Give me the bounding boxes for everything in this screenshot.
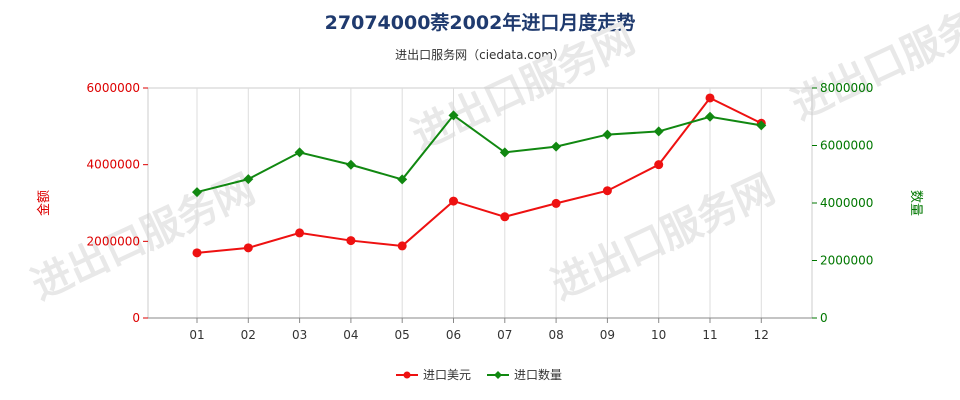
x-tick-label: 05 xyxy=(395,328,410,342)
watermark-text: 进出口服务网 xyxy=(784,0,960,129)
data-point-import-usd xyxy=(602,186,612,196)
data-point-import-quantity xyxy=(294,147,305,158)
right-axis-title: 数量 xyxy=(908,190,923,216)
watermark-text: 进出口服务网 xyxy=(544,165,781,309)
data-point-import-quantity xyxy=(653,126,664,137)
axes: 01 02 03 04 05 06 07 08 09 10 11 12 0 2000000 4000000 6… xyxy=(36,81,923,342)
x-tick-label: 11 xyxy=(702,328,717,342)
watermark-text: 进出口服务网 xyxy=(24,165,261,309)
data-point-import-usd xyxy=(243,243,253,253)
x-tick-label: 12 xyxy=(754,328,769,342)
data-point-import-usd xyxy=(551,198,561,208)
x-tick-label: 04 xyxy=(343,328,358,342)
left-tick-label: 2000000 xyxy=(87,234,140,248)
data-point-import-usd xyxy=(449,196,458,206)
chart-title: 27074000萘2002年进口月度走势 xyxy=(324,12,636,34)
left-tick-label: 6000000 xyxy=(87,81,140,95)
data-point-import-usd xyxy=(192,248,202,258)
data-point-import-quantity xyxy=(192,187,202,198)
series-line-import-quantity xyxy=(196,113,762,194)
x-tick-label: 10 xyxy=(651,328,666,342)
x-tick-label: 07 xyxy=(497,328,512,342)
chart-subtitle: 进出口服务网（ciedata.com） xyxy=(395,48,565,62)
x-tick-label: 06 xyxy=(446,328,461,342)
data-point-import-usd xyxy=(346,236,356,246)
x-tick-label: 08 xyxy=(548,328,563,342)
left-tick-label: 0 xyxy=(132,311,140,325)
data-point-import-usd xyxy=(654,160,664,170)
x-tick-label: 02 xyxy=(241,328,256,342)
data-point-import-usd xyxy=(705,93,715,103)
legend: 进口美元 进口数量 xyxy=(396,367,562,382)
data-point-import-quantity xyxy=(602,129,613,140)
data-point-import-quantity xyxy=(448,110,459,121)
data-point-import-quantity xyxy=(551,141,562,152)
left-axis-title: 金额 xyxy=(36,190,52,216)
legend-marker-import-quantity xyxy=(494,371,502,379)
data-point-import-quantity xyxy=(243,174,254,185)
legend-marker-import-usd xyxy=(403,371,411,379)
x-tick-label: 01 xyxy=(189,328,204,342)
right-tick-label: 4000000 xyxy=(820,196,873,210)
x-tick-label: 09 xyxy=(600,328,615,342)
legend-label-import-usd: 进口美元 xyxy=(423,368,471,382)
data-point-import-usd xyxy=(295,228,305,238)
data-point-import-quantity xyxy=(756,120,767,131)
right-tick-label: 6000000 xyxy=(820,139,873,153)
left-tick-label: 4000000 xyxy=(87,158,140,172)
right-tick-label: 8000000 xyxy=(820,81,873,95)
x-tick-label: 03 xyxy=(292,328,307,342)
series xyxy=(192,93,767,258)
right-tick-label: 0 xyxy=(820,311,828,325)
grid xyxy=(147,87,813,318)
data-point-import-quantity xyxy=(499,147,510,158)
data-point-import-usd xyxy=(500,212,510,222)
data-point-import-quantity xyxy=(397,174,408,185)
data-point-import-quantity xyxy=(705,111,715,122)
legend-label-import-quantity: 进口数量 xyxy=(514,367,562,382)
data-point-import-quantity xyxy=(345,159,356,170)
series-line-import-usd xyxy=(196,96,762,254)
data-point-import-usd xyxy=(397,241,407,251)
right-tick-label: 2000000 xyxy=(820,254,873,268)
